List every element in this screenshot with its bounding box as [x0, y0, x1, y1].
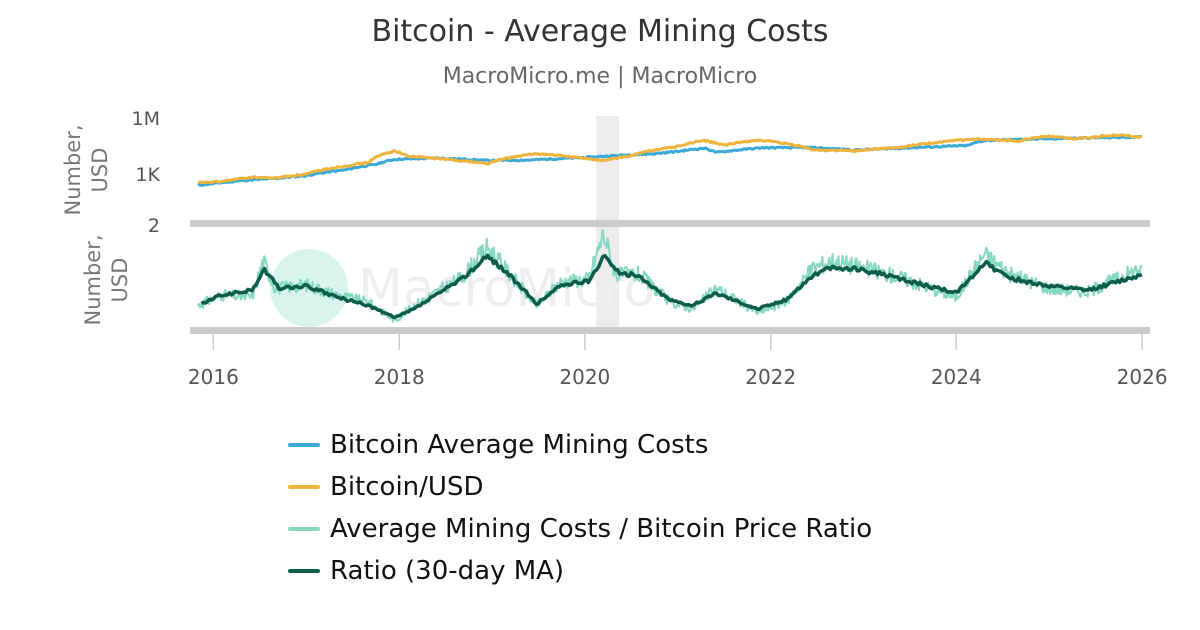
y-tick-label: 1K — [135, 164, 160, 186]
legend-label: Ratio (30-day MA) — [330, 556, 565, 586]
legend-label: Bitcoin/USD — [330, 472, 484, 502]
x-tick-label: 2016 — [188, 365, 239, 389]
y-axis-title-top: Number, USD — [61, 124, 112, 215]
panel-divider — [190, 220, 1150, 227]
legend-swatch — [288, 485, 320, 489]
legend-item[interactable]: Ratio (30-day MA) — [288, 550, 872, 592]
y-axis-title-bottom: Number, USD — [81, 234, 132, 325]
legend-item[interactable]: Bitcoin/USD — [288, 466, 872, 508]
legend-item[interactable]: Bitcoin Average Mining Costs — [288, 424, 872, 466]
x-tick-label: 2018 — [374, 365, 425, 389]
legend-swatch — [288, 569, 320, 573]
legend: Bitcoin Average Mining Costs Bitcoin/USD A… — [288, 424, 872, 592]
x-tick-label: 2020 — [559, 365, 610, 389]
legend-swatch — [288, 443, 320, 447]
chart-title: Bitcoin - Average Mining Costs — [371, 14, 829, 49]
legend-swatch — [288, 527, 320, 531]
series-line-btc-usd — [197, 133, 1143, 185]
legend-label: Bitcoin Average Mining Costs — [330, 430, 709, 460]
legend-item[interactable]: Average Mining Costs / Bitcoin Price Rat… — [288, 508, 872, 550]
x-tick-label: 2022 — [745, 365, 796, 389]
series-line-mining-cost — [197, 134, 1143, 187]
y-tick-label: 1M — [132, 108, 160, 130]
x-tick-label: 2024 — [931, 365, 982, 389]
x-tick-label: 2026 — [1117, 365, 1168, 389]
y-tick-label: 2 — [148, 215, 160, 237]
x-axis-line — [190, 327, 1150, 334]
series-line-ratio-ma — [200, 253, 1143, 320]
legend-label: Average Mining Costs / Bitcoin Price Rat… — [330, 514, 873, 544]
chart-subtitle: MacroMicro.me | MacroMicro — [442, 64, 758, 89]
